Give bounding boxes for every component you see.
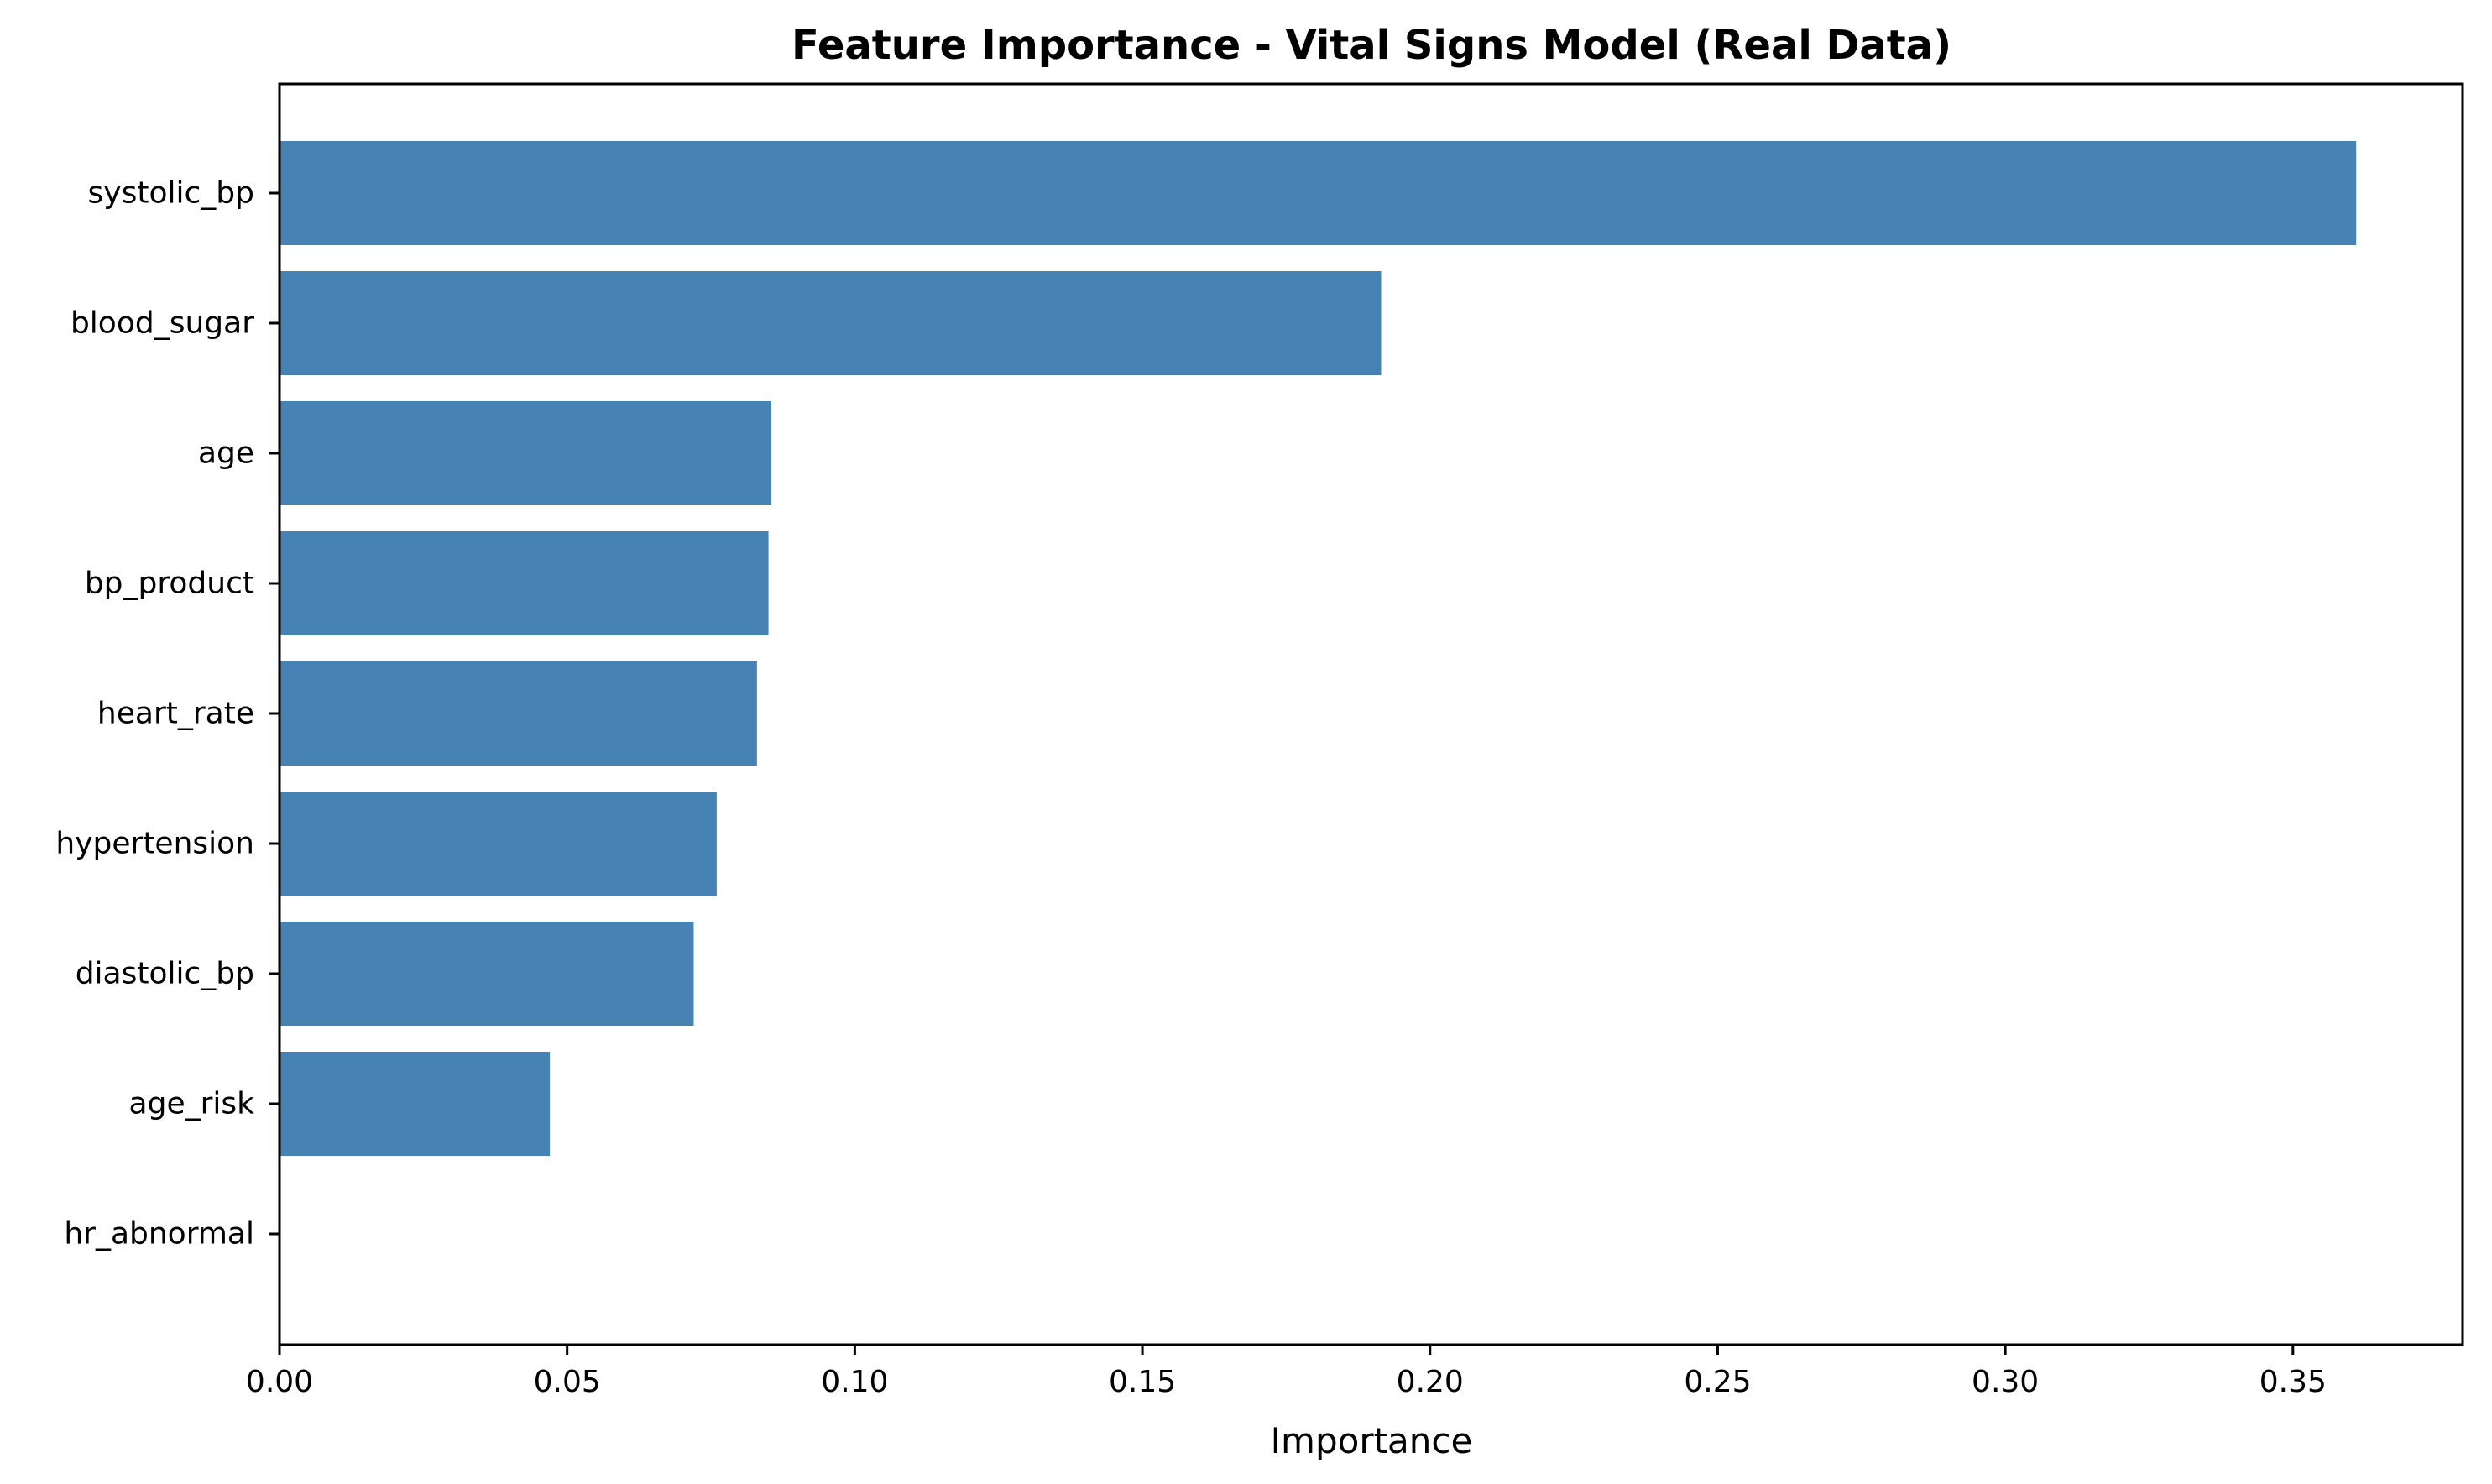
y-tick-label-diastolic-bp: diastolic_bp	[76, 957, 254, 991]
bar-hypertension	[280, 792, 717, 896]
y-tick-label-age: age	[198, 436, 254, 471]
x-tick-label: 0.00	[246, 1365, 313, 1399]
x-tick-label: 0.05	[534, 1365, 601, 1399]
x-tick-label: 0.30	[1972, 1365, 2039, 1399]
y-tick-label-blood-sugar: blood_sugar	[71, 306, 254, 341]
chart-title: Feature Importance - Vital Signs Model (…	[791, 22, 1951, 69]
x-tick-label: 0.15	[1109, 1365, 1176, 1399]
bar-systolic-bp	[280, 141, 2357, 245]
bar-heart-rate	[280, 661, 757, 766]
y-tick-label-heart-rate: heart_rate	[97, 697, 254, 731]
y-tick-label-hr-abnormal: hr_abnormal	[64, 1217, 254, 1251]
y-tick-label-hypertension: hypertension	[55, 827, 254, 861]
x-tick-label: 0.10	[821, 1365, 888, 1399]
bar-age-risk	[280, 1052, 551, 1156]
x-axis-label: Importance	[1271, 1420, 1473, 1461]
bar-bp-product	[280, 531, 769, 635]
bar-age	[280, 401, 771, 505]
x-axis-ticks: 0.00 0.05 0.10 0.15 0.20 0.25 0.30 0.35	[246, 1345, 2327, 1399]
plot-frame	[278, 82, 2464, 1346]
y-tick-label-systolic-bp: systolic_bp	[88, 176, 254, 211]
y-tick-label-age-risk: age_risk	[129, 1087, 255, 1121]
y-tick-label-bp-product: bp_product	[85, 567, 254, 601]
bars	[280, 141, 2357, 1156]
x-tick-label: 0.35	[2260, 1365, 2327, 1399]
bar-blood-sugar	[280, 271, 1382, 375]
x-tick-label: 0.25	[1684, 1365, 1751, 1399]
x-tick-label: 0.20	[1397, 1365, 1464, 1399]
bar-diastolic-bp	[280, 922, 694, 1026]
